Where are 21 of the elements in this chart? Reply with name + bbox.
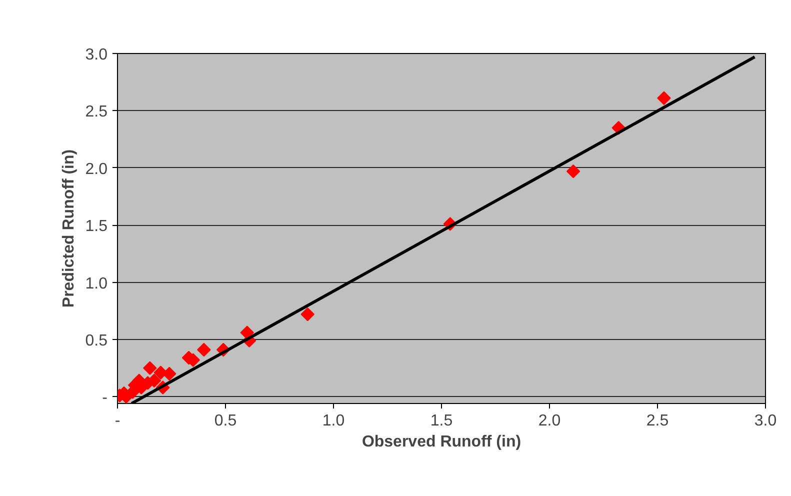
point — [300, 307, 314, 322]
y-tick-label: 3.0 — [85, 46, 108, 64]
x-tick-label: 3.0 — [754, 412, 777, 430]
y-tick-label: 1.5 — [85, 218, 108, 236]
x-tick-label: 2.0 — [538, 412, 561, 430]
x-tick-label: 0.5 — [214, 412, 237, 430]
point — [657, 91, 671, 105]
y-tick-label: 2.0 — [85, 160, 108, 178]
x-tick-label: 2.5 — [646, 412, 669, 430]
x-axis-title: Observed Runoff (in) — [362, 434, 522, 450]
y-tick-label: 2.5 — [85, 104, 108, 121]
y-tick-label: - — [102, 390, 108, 407]
y-axis-title: Predicted Runoff (in) — [60, 149, 78, 308]
point — [566, 164, 580, 178]
point — [143, 361, 157, 375]
point — [197, 342, 211, 357]
x-tick-label: 1.5 — [430, 412, 453, 430]
y-tick-label: 0.5 — [85, 332, 108, 350]
x-tick-label: - — [114, 412, 120, 430]
x-tick-label: 1.0 — [322, 412, 345, 430]
y-tick-label: 1.0 — [85, 275, 108, 292]
